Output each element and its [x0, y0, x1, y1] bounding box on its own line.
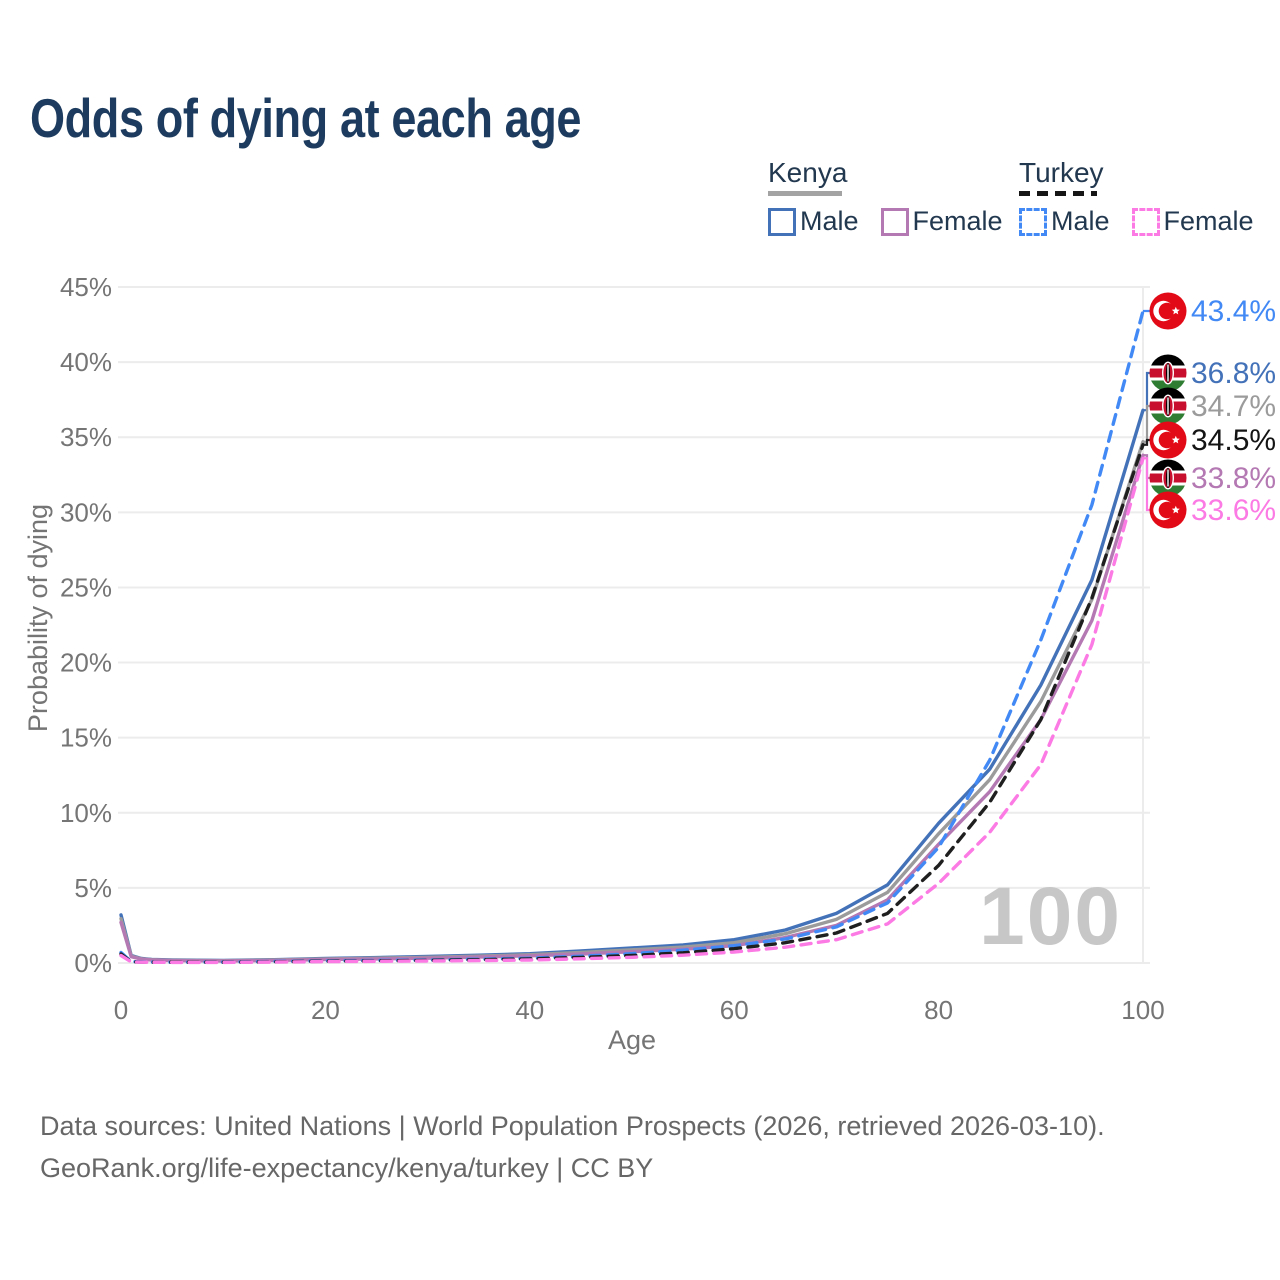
age-watermark: 100 — [979, 871, 1122, 962]
legend-item-label: Male — [1051, 206, 1110, 236]
end-label-value: 34.5% — [1191, 424, 1276, 457]
end-label-connector — [1143, 438, 1150, 446]
series-line-turkey[interactable] — [119, 443, 1145, 964]
y-tick-label: 5% — [74, 873, 112, 903]
footer: Data sources: United Nations | World Pop… — [40, 1105, 1105, 1189]
legend-turkey-line-style — [1019, 191, 1097, 196]
series-line-turkey-male[interactable] — [119, 309, 1145, 964]
y-tick-label: 15% — [60, 723, 112, 753]
y-tick-label: 40% — [60, 347, 112, 377]
legend-item-kenya-female[interactable]: Female — [880, 206, 1003, 237]
kenya-male-swatch-icon — [768, 207, 796, 236]
kenya-female-swatch-icon — [880, 207, 909, 236]
end-label-kenya-female — [1149, 459, 1187, 497]
turkey-female-swatch-icon — [1131, 207, 1160, 236]
legend-country-turkey: Turkey — [1019, 157, 1104, 188]
y-tick-label: 30% — [60, 497, 112, 527]
y-tick-label: 45% — [60, 272, 112, 302]
legend-item-label: Female — [1163, 206, 1254, 236]
legend-item-kenya-male[interactable]: Male — [768, 206, 859, 237]
y-tick-label: 35% — [60, 422, 112, 452]
page-title: Odds of dying at each age — [30, 87, 582, 149]
end-label-turkey-female — [1149, 491, 1187, 529]
kenya-flag-icon — [1149, 387, 1187, 425]
end-label-value: 43.4% — [1191, 295, 1276, 328]
legend-item-label: Female — [912, 206, 1003, 236]
x-tick-label: 40 — [515, 995, 544, 1025]
legend-item-turkey-male[interactable]: Male — [1019, 206, 1110, 237]
footer-attribution: GeoRank.org/life-expectancy/kenya/turkey… — [40, 1153, 654, 1183]
end-label-kenya — [1149, 387, 1187, 425]
end-label-turkey-male — [1149, 292, 1187, 330]
end-label-connector — [1143, 371, 1150, 412]
y-axis-title: Probability of dying — [23, 504, 53, 732]
kenya-flag-icon — [1149, 354, 1187, 392]
x-tick-label: 60 — [720, 995, 749, 1025]
end-label-kenya-male — [1149, 354, 1187, 392]
end-label-connector — [1143, 457, 1150, 512]
x-tick-label: 0 — [114, 995, 128, 1025]
y-tick-label: 20% — [60, 648, 112, 678]
end-label-value: 33.6% — [1191, 494, 1276, 527]
end-label-connector — [1143, 404, 1150, 443]
end-label-value: 34.7% — [1191, 390, 1276, 423]
turkey-male-swatch-icon — [1019, 207, 1047, 236]
x-axis-title: Age — [608, 1025, 656, 1055]
x-tick-label: 100 — [1121, 995, 1164, 1025]
legend-group-turkey: Turkey Male Female — [1019, 158, 1254, 237]
footer-data-sources: Data sources: United Nations | World Pop… — [40, 1111, 1105, 1141]
series-line-turkey-female[interactable] — [119, 456, 1145, 965]
kenya-flag-icon — [1149, 459, 1187, 497]
x-tick-label: 20 — [311, 995, 340, 1025]
end-label-turkey — [1149, 421, 1187, 459]
end-label-value: 33.8% — [1191, 462, 1276, 495]
legend-group-kenya: Kenya Male Female — [768, 158, 1003, 237]
legend-item-turkey-female[interactable]: Female — [1131, 206, 1254, 237]
legend-country-kenya: Kenya — [768, 157, 848, 188]
x-tick-label: 80 — [924, 995, 953, 1025]
y-tick-label: 0% — [74, 948, 112, 978]
y-tick-label: 25% — [60, 572, 112, 602]
y-tick-label: 10% — [60, 798, 112, 828]
end-label-value: 36.8% — [1191, 357, 1276, 390]
legend-kenya-line-style — [768, 191, 842, 196]
legend-item-label: Male — [800, 206, 859, 236]
